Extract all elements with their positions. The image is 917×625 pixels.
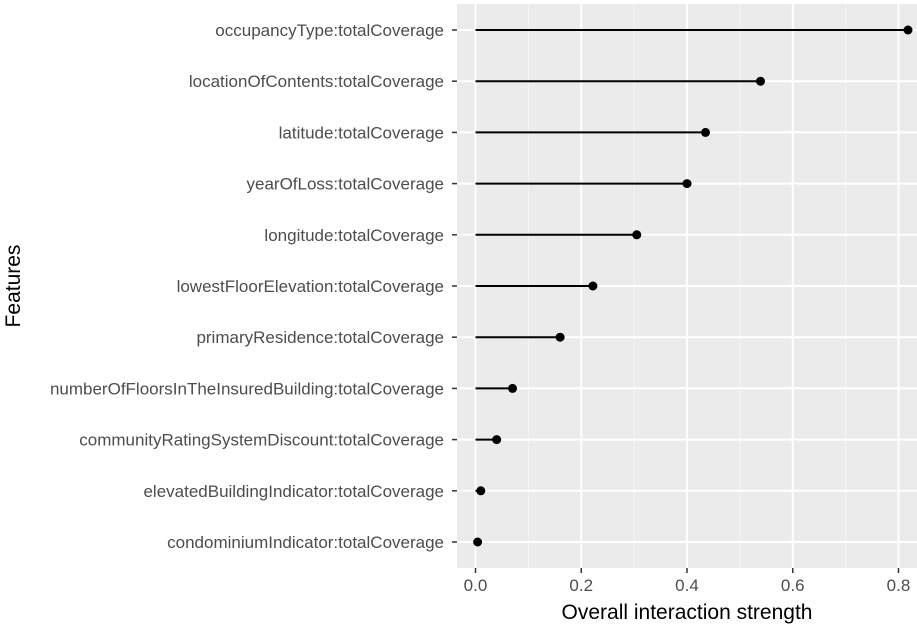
- lollipop-marks: [473, 25, 913, 547]
- y-tick-label: communityRatingSystemDiscount:totalCover…: [79, 431, 444, 450]
- y-tick-label: lowestFloorElevation:totalCoverage: [177, 277, 444, 296]
- lollipop-point: [755, 76, 765, 86]
- y-tick-label: latitude:totalCoverage: [279, 123, 444, 142]
- lollipop-point: [701, 127, 711, 137]
- lollipop-point: [508, 383, 518, 393]
- y-tick-label: occupancyType:totalCoverage: [215, 21, 444, 40]
- x-tick-label: 0.2: [569, 576, 593, 595]
- x-axis-title: Overall interaction strength: [562, 601, 813, 624]
- lollipop-point: [903, 25, 913, 35]
- lollipop-point: [682, 179, 692, 189]
- lollipop-point: [476, 486, 486, 496]
- y-tick-label: longitude:totalCoverage: [264, 226, 444, 245]
- lollipop-point: [588, 281, 598, 291]
- x-axis: 0.0 0.2 0.4 0.6 0.8: [464, 568, 911, 595]
- y-tick-label: elevatedBuildingIndicator:totalCoverage: [143, 482, 444, 501]
- lollipop-point: [632, 230, 642, 240]
- y-axis-title: Features: [2, 245, 25, 328]
- y-tick-label: primaryResidence:totalCoverage: [196, 328, 444, 347]
- y-tick-label: locationOfContents:totalCoverage: [189, 72, 444, 91]
- y-tick-label: numberOfFloorsInTheInsuredBuilding:total…: [50, 379, 444, 398]
- x-tick-label: 0.6: [781, 576, 805, 595]
- y-tick-label: condominiumIndicator:totalCoverage: [167, 533, 444, 552]
- y-tick-label: yearOfLoss:totalCoverage: [247, 175, 445, 194]
- lollipop-point: [473, 537, 483, 547]
- lollipop-point: [555, 332, 565, 342]
- x-tick-label: 0.8: [887, 576, 911, 595]
- x-tick-label: 0.0: [464, 576, 488, 595]
- lollipop-point: [492, 435, 502, 445]
- y-axis: occupancyType:totalCoverage locationOfCon…: [50, 21, 457, 552]
- x-tick-label: 0.4: [675, 576, 699, 595]
